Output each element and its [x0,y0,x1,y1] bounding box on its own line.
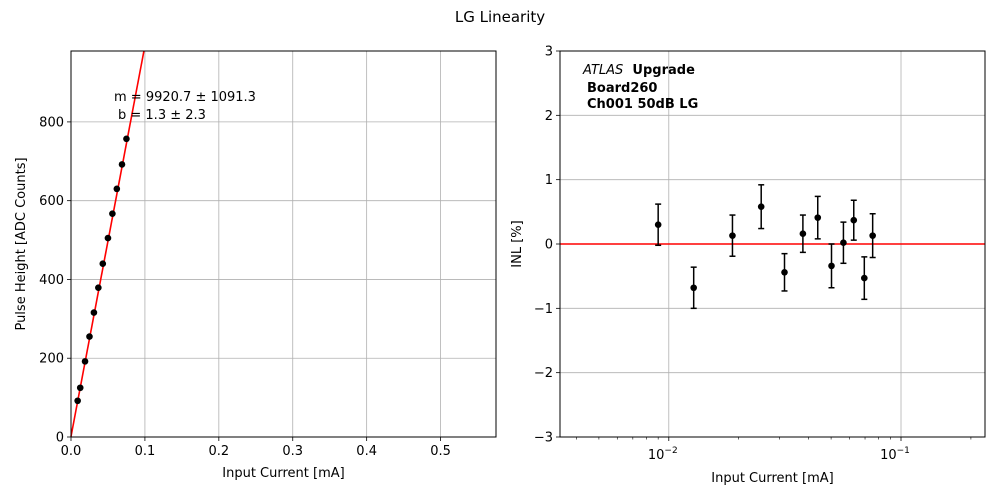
inl-plot: 10−2 10−1 −3 −2 −1 0 1 2 3 ATLAS Upgrade Board2… [510,45,986,486]
inl-data-point [654,221,662,228]
fit-intercept-label: b = 1.3 ± 2.3 [118,108,206,123]
right-x-tick-label: 10−1 [880,446,910,463]
left-y-tick-label: 400 [39,273,64,288]
data-point [76,384,84,392]
right-y-tick-label: 1 [545,173,553,188]
left-plot-area [71,51,496,437]
data-point [118,161,126,168]
right-data-points [654,184,876,310]
left-grid [70,51,496,438]
inl-data-point [850,216,858,224]
right-x-axis-label: Input Current [mA] [711,471,833,486]
inl-data-point [799,230,807,238]
right-y-axis-label: INL [%] [510,220,525,267]
left-x-tick-label: 0.1 [135,444,156,459]
inl-data-point [861,274,868,282]
left-plot-frame [70,50,497,438]
atlas-label: ATLAS [582,63,623,78]
right-y-tick-label: 0 [545,238,553,253]
left-y-axis-label: Pulse Height [ADC Counts] [14,157,29,330]
left-x-axis-label: Input Current [mA] [222,466,344,481]
right-y-ticks: −3 −2 −1 0 1 2 3 [534,45,560,446]
inl-data-point [840,239,847,247]
left-y-ticks: 0 200 400 600 800 [39,115,71,446]
board-label: Board260 [587,81,657,96]
left-y-tick-label: 200 [39,352,64,367]
left-x-tick-label: 0.3 [282,444,303,459]
right-y-tick-label: 3 [545,45,553,60]
left-y-tick-label: 600 [39,194,64,209]
data-point [123,135,130,143]
right-x-tick-label: 10−2 [648,446,678,463]
fit-line [70,50,145,437]
channel-label: Ch001 50dB LG [587,97,698,112]
right-x-ticks: 10−2 10−1 [576,437,972,463]
right-y-tick-label: 2 [545,109,553,124]
linearity-plot: 0.0 0.1 0.2 0.3 0.4 0.5 0 200 400 600 800 m = 992… [14,50,497,481]
data-point [86,333,93,340]
right-y-tick-label: −3 [534,431,553,446]
figure-title: LG Linearity [455,8,545,26]
left-x-tick-label: 0.4 [356,444,377,459]
data-point [74,397,81,405]
atlas-annotation-line1: ATLAS Upgrade [582,63,695,78]
right-y-tick-label: −2 [534,366,553,381]
left-x-tick-label: 0.5 [430,444,451,459]
inl-data-point [814,214,822,221]
upgrade-label: Upgrade [632,63,695,78]
left-y-tick-label: 0 [56,431,64,446]
data-point [99,260,107,267]
tick-exponent: −2 [664,446,677,456]
inl-data-point [781,269,788,276]
right-y-tick-label: −1 [534,302,553,317]
tick-exponent: −1 [897,446,910,456]
inl-data-point [828,262,835,270]
data-point [90,309,98,316]
left-data-points [74,135,130,405]
left-fit-layer [70,50,145,437]
data-point [104,234,112,242]
data-point [109,210,116,217]
inl-data-point [757,203,765,210]
left-x-tick-label: 0.0 [61,444,82,459]
left-x-ticks: 0.0 0.1 0.2 0.3 0.4 0.5 [61,437,451,459]
data-point [81,358,89,365]
left-x-tick-label: 0.2 [208,444,229,459]
inl-data-point [729,232,736,239]
data-point [95,284,102,292]
inl-data-point [869,232,876,239]
inl-data-point [690,284,697,292]
data-point [113,185,121,193]
left-y-tick-label: 800 [39,115,64,130]
fit-slope-label: m = 9920.7 ± 1091.3 [114,90,256,105]
